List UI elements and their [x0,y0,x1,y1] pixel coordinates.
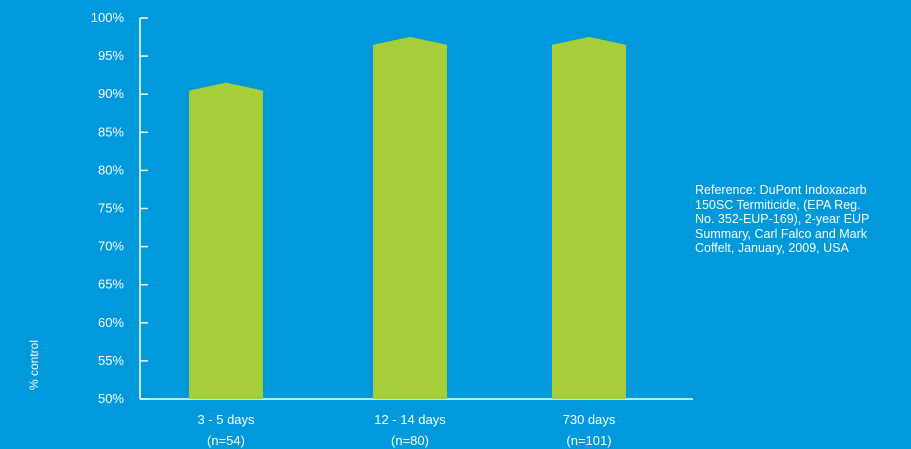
bar [189,82,263,399]
y-tick-label: 90% [98,86,124,101]
y-tick-label: 95% [98,48,124,63]
y-tick-label: 60% [98,315,124,330]
y-tick-label: 55% [98,353,124,368]
y-tick-label: 50% [98,391,124,406]
x-labels: 3 - 5 days (n=54) 12 - 14 days (n=80) 730 da… [197,412,615,448]
x-category-label: 3 - 5 days [197,412,255,427]
x-category-sample-size: (n=80) [391,433,429,448]
y-tick-label: 65% [98,277,124,292]
x-category-label: 730 days [563,412,616,427]
y-axis-label: % control [27,340,41,390]
x-category-sample-size: (n=54) [207,433,245,448]
bar [552,36,626,400]
y-tick-label: 70% [98,239,124,254]
reference-note: Reference: DuPont Indoxacarb 150SC Termi… [695,183,870,256]
y-tick-label: 80% [98,162,124,177]
y-tick-label: 75% [98,201,124,216]
bars [189,36,626,400]
bar [373,36,447,400]
y-ticks: 50% 55% 60% 65% 70% 75% 80% 85% 90% 95% 100% [91,10,148,406]
x-category-sample-size: (n=101) [566,433,611,448]
y-tick-label: 85% [98,124,124,139]
y-tick-label: 100% [91,10,125,25]
x-category-label: 12 - 14 days [374,412,446,427]
